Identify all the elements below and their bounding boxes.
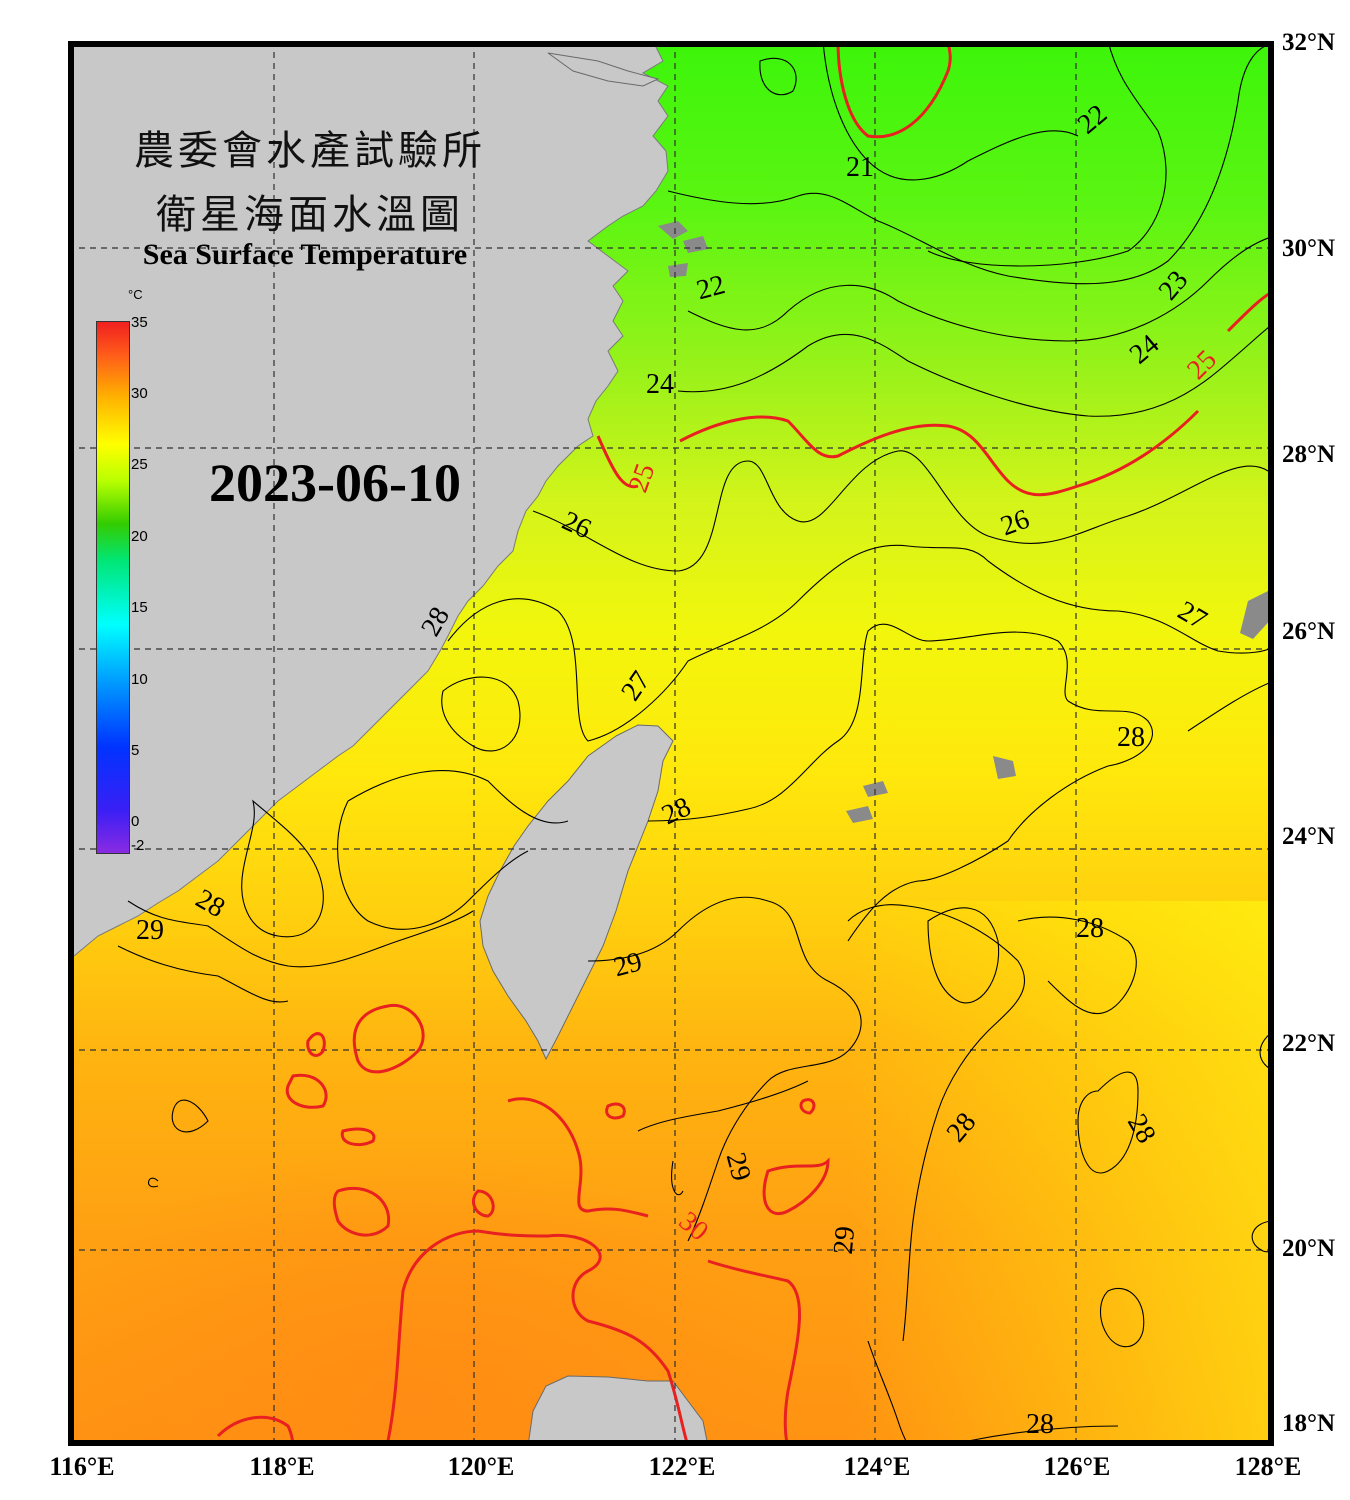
isotherms-red	[216, 41, 1274, 1446]
sst-map: 22 21 22 23 24 25 24 25 26 26 27 27 28 2…	[68, 41, 1274, 1446]
title-chinese-line2: 衛星海面水溫圖	[156, 192, 464, 238]
colorbar-tick: 25	[131, 456, 148, 473]
luzon-island	[527, 1375, 709, 1446]
latitude-label: 32°N	[1282, 29, 1336, 56]
colorbar-unit: °C	[128, 287, 143, 302]
warm-pool	[68, 941, 828, 1446]
latitude-label: 30°N	[1282, 235, 1336, 262]
zhoushan-islands	[658, 221, 708, 277]
latitude-label: 18°N	[1282, 1410, 1336, 1437]
taiwan-island	[479, 724, 674, 1061]
contour-label: 29	[828, 1225, 861, 1256]
contour-label: 28	[1026, 1409, 1054, 1440]
contour-label: 21	[846, 152, 874, 183]
latitude-label: 24°N	[1282, 823, 1336, 850]
contour-label: 24	[646, 369, 674, 400]
yangtze-island	[547, 52, 660, 87]
longitude-label: 122°E	[648, 1452, 716, 1481]
contour-label: 29	[136, 915, 164, 946]
date-label: 2023-06-10	[209, 453, 461, 513]
map-border	[68, 41, 1274, 1446]
longitude-label: 128°E	[1234, 1452, 1302, 1481]
longitude-label: 124°E	[843, 1452, 911, 1481]
contour-label: 28	[1076, 913, 1104, 944]
colorbar-tick: 5	[131, 742, 140, 759]
china-mainland	[68, 41, 669, 962]
graticule	[68, 41, 1274, 1446]
east-yellow-band	[848, 901, 1274, 1446]
latitude-label: 22°N	[1282, 1030, 1336, 1057]
colorbar-tick: 20	[131, 528, 148, 545]
latitude-label: 26°N	[1282, 618, 1336, 645]
latitude-label: 28°N	[1282, 441, 1336, 468]
latitude-label: 20°N	[1282, 1235, 1336, 1262]
title-english: Sea Surface Temperature	[142, 238, 468, 271]
longitude-label: 116°E	[49, 1452, 115, 1481]
longitude-label: 126°E	[1043, 1452, 1111, 1481]
colorbar-tick: 10	[131, 671, 148, 688]
colorbar-tick: 35	[131, 314, 148, 331]
colorbar-tick: 15	[131, 599, 148, 616]
longitude-label: 118°E	[249, 1452, 315, 1481]
contour-label: 28	[1117, 722, 1145, 753]
colorbar-tick: 0	[131, 813, 140, 830]
longitude-label: 120°E	[447, 1452, 515, 1481]
colorbar-tick: 30	[131, 385, 148, 402]
colorbar-tick: -2	[131, 837, 145, 854]
title-chinese-line1: 農委會水產試驗所	[134, 128, 486, 174]
colorbar-gradient	[96, 321, 130, 854]
